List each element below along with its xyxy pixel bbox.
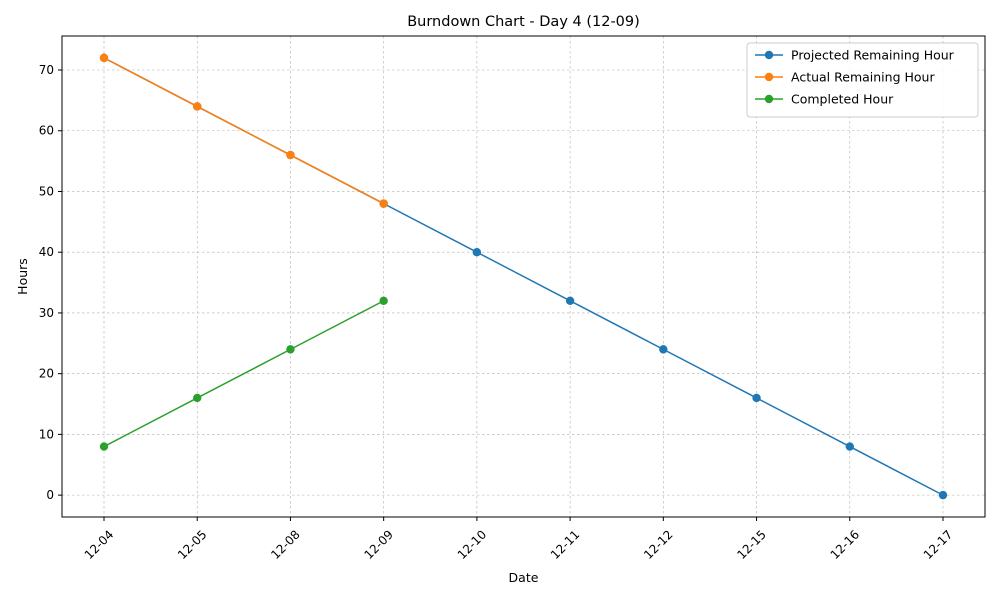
x-tick-label: 12-17 xyxy=(921,527,956,562)
y-tick-label: 40 xyxy=(39,245,54,259)
data-point xyxy=(286,345,295,354)
x-tick-label: 12-10 xyxy=(455,527,490,562)
data-point xyxy=(286,150,295,160)
legend-swatch-marker xyxy=(764,72,774,82)
legend-swatch-marker xyxy=(764,50,774,60)
series-1 xyxy=(99,53,388,208)
x-tick-label: 12-09 xyxy=(361,527,396,562)
x-tick-label: 12-12 xyxy=(641,527,676,562)
legend-entry: Completed Hour xyxy=(791,92,894,107)
x-tick-label: 12-16 xyxy=(828,527,863,562)
y-axis-label: Hours xyxy=(15,258,30,295)
y-tick-label: 30 xyxy=(39,306,54,320)
data-point xyxy=(379,296,388,305)
legend: Projected Remaining Hour Actual Remaining… xyxy=(746,42,979,118)
plot-frame xyxy=(61,35,986,518)
data-point xyxy=(565,296,575,305)
data-point xyxy=(752,393,761,403)
data-point xyxy=(99,442,109,451)
chart-title: Burndown Chart - Day 4 (12-09) xyxy=(407,14,640,30)
x-tick-label: 12-15 xyxy=(734,527,769,562)
data-point xyxy=(99,53,109,63)
x-axis-label: Date xyxy=(509,570,539,585)
y-tick-label: 20 xyxy=(39,367,54,381)
legend-swatch-marker xyxy=(764,94,774,104)
legend-entry: Projected Remaining Hour xyxy=(791,48,955,63)
series-0 xyxy=(99,53,948,500)
series-line xyxy=(103,300,385,448)
data-point xyxy=(379,199,388,208)
y-tick-label: 60 xyxy=(39,124,54,138)
x-tick-label: 12-05 xyxy=(175,527,210,562)
data-point xyxy=(938,490,948,500)
y-tick-label: 50 xyxy=(39,184,54,198)
data-point xyxy=(193,102,202,111)
data-point xyxy=(193,393,202,403)
y-tick-label: 70 xyxy=(39,63,54,77)
series-line xyxy=(103,57,385,205)
x-tick-label: 12-11 xyxy=(548,527,583,562)
data-point xyxy=(845,442,854,451)
legend-entry: Actual Remaining Hour xyxy=(791,70,935,85)
grid xyxy=(62,36,985,517)
series-2 xyxy=(99,296,388,451)
data-point xyxy=(472,248,482,257)
legend-box xyxy=(746,42,979,118)
x-tick-label: 12-04 xyxy=(82,527,117,562)
x-tick-label: 12-08 xyxy=(268,527,303,562)
y-tick-label: 10 xyxy=(39,427,54,441)
data-point xyxy=(659,345,668,354)
x-axis: 12-04 12-05 12-08 12-09 12-10 12-11 12-12 12-15… xyxy=(82,517,956,562)
y-axis: 0 10 20 30 40 50 60 70 xyxy=(39,63,62,502)
y-tick-label: 0 xyxy=(46,488,54,502)
series-layer xyxy=(99,53,948,500)
